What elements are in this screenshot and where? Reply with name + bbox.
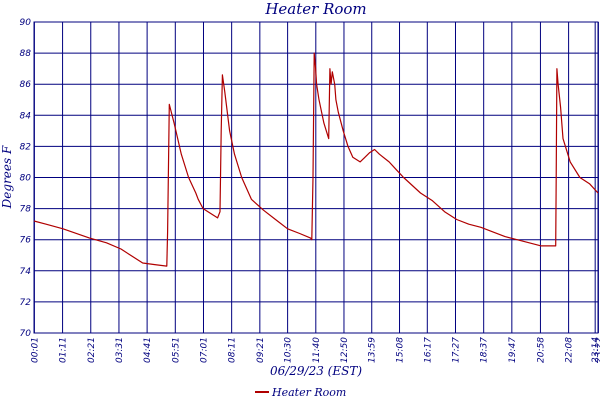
x-tick-label: 10:30 bbox=[284, 337, 294, 363]
chart-title: Heater Room bbox=[264, 0, 366, 18]
x-tick-label: 16:17 bbox=[423, 337, 433, 363]
y-tick-label: 78 bbox=[20, 205, 32, 215]
x-tick-label: 02:21 bbox=[87, 337, 97, 363]
y-tick-label: 84 bbox=[20, 111, 32, 121]
x-tick-label: 23:14 bbox=[591, 337, 600, 363]
y-tick-label: 72 bbox=[20, 298, 32, 308]
legend-label: Heater Room bbox=[271, 386, 346, 399]
x-tick-label: 13:59 bbox=[368, 337, 378, 363]
x-tick-label: 17:27 bbox=[451, 337, 461, 363]
x-axis-title: 06/29/23 (EST) bbox=[270, 364, 362, 378]
x-tick-label: 20:58 bbox=[536, 337, 546, 363]
x-tick-label: 19:47 bbox=[508, 337, 518, 363]
series-line bbox=[33, 52, 599, 267]
x-tick-label: 07:01 bbox=[199, 337, 209, 363]
y-axis-ticks: 70 72 74 76 78 80 82 84 86 88 90 bbox=[20, 18, 32, 339]
series-layer bbox=[33, 52, 599, 267]
x-tick-label: 04:41 bbox=[143, 337, 153, 363]
x-tick-label: 11:40 bbox=[312, 337, 322, 363]
x-tick-label: 22:08 bbox=[565, 337, 575, 363]
y-tick-label: 82 bbox=[20, 142, 32, 152]
y-tick-label: 86 bbox=[20, 80, 32, 90]
x-tick-label: 08:11 bbox=[228, 337, 238, 363]
x-tick-label: 03:31 bbox=[115, 337, 125, 363]
x-tick-label: 23:22 bbox=[594, 337, 600, 363]
plot-frame bbox=[33, 21, 599, 334]
x-axis-ticks: 00:01 01:11 02:21 03:31 04:41 05:51 07:01 08:11… bbox=[30, 337, 600, 363]
y-tick-label: 80 bbox=[20, 174, 32, 184]
x-tick-label: 15:08 bbox=[396, 337, 406, 363]
x-tick-label: 18:37 bbox=[480, 337, 490, 363]
y-axis-title: Degrees F bbox=[0, 145, 14, 209]
x-tick-label: 09:21 bbox=[256, 337, 266, 363]
x-tick-label: 01:11 bbox=[59, 337, 69, 363]
legend: Heater Room bbox=[255, 386, 346, 399]
x-tick-label: 00:01 bbox=[30, 337, 40, 363]
y-tick-label: 74 bbox=[20, 267, 32, 277]
y-tick-label: 90 bbox=[20, 18, 32, 28]
x-tick-label: 12:50 bbox=[340, 337, 350, 363]
y-tick-label: 88 bbox=[20, 49, 32, 59]
y-tick-label: 76 bbox=[20, 236, 32, 246]
x-tick-label: 05:51 bbox=[171, 337, 181, 363]
y-tick-label: 70 bbox=[20, 329, 32, 339]
